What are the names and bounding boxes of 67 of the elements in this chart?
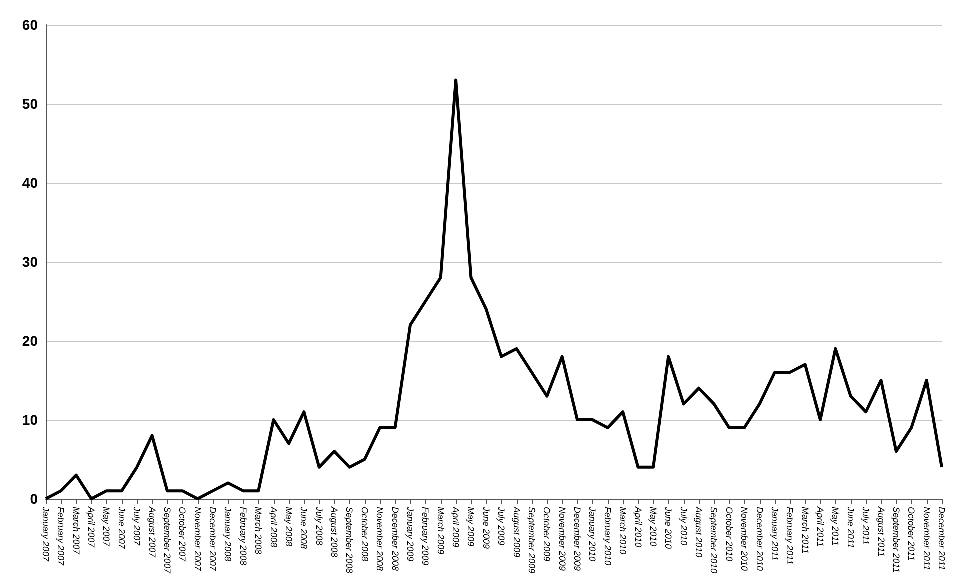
x-tick-label: December 2010: [754, 507, 765, 572]
x-tick-label: November 2008: [375, 507, 386, 572]
x-tick-label: January 2007: [41, 506, 51, 563]
y-tick-label: 50: [22, 96, 38, 112]
x-tick-label: August 2009: [512, 506, 522, 558]
x-tick-label: May 2011: [830, 507, 841, 546]
x-tick-label: April 2007: [86, 506, 97, 549]
x-tick-label: October 2008: [360, 507, 370, 562]
y-tick-label: 0: [30, 491, 38, 507]
y-tick-label: 40: [22, 175, 38, 191]
x-tick-label: June 2009: [481, 506, 492, 550]
x-tick-label: January 2008: [223, 506, 234, 562]
x-tick-label: May 2009: [466, 507, 476, 547]
x-tick-label: July 2008: [314, 506, 324, 546]
x-tick-label: December 2011: [937, 507, 947, 570]
x-tick-label: August 2010: [694, 506, 704, 558]
x-tick-label: October 2007: [178, 507, 188, 563]
x-tick-label: December 2008: [390, 507, 400, 572]
x-tick-label: March 2007: [71, 507, 82, 556]
x-tick-label: May 2007: [102, 507, 112, 548]
y-tick-label: 60: [22, 17, 38, 33]
x-tick-label: July 2011: [861, 506, 872, 545]
y-tick-label: 30: [22, 254, 38, 270]
x-tick-label: August 2011: [876, 506, 886, 557]
x-tick-label: April 2011: [816, 506, 826, 547]
x-tick-label: December 2009: [572, 507, 583, 572]
x-tick-label: October 2011: [906, 507, 917, 561]
x-tick-label: February 2011: [785, 507, 796, 565]
x-tick-label: April 2009: [451, 506, 462, 548]
x-tick-label: June 2008: [299, 506, 310, 550]
x-tick-label: February 2008: [238, 507, 248, 566]
x-tick-label: May 2010: [648, 507, 658, 547]
x-tick-label: November 2011: [922, 507, 932, 570]
x-tick-label: February 2009: [420, 507, 431, 566]
x-tick-label: November 2009: [557, 507, 568, 572]
y-tick-label: 10: [22, 412, 38, 428]
x-tick-label: August 2007: [147, 506, 158, 559]
x-tick-label: November 2007: [192, 507, 203, 572]
x-tick-label: July 2009: [496, 506, 507, 546]
x-tick-label: July 2007: [132, 506, 142, 547]
x-tick-label: April 2008: [268, 506, 279, 548]
x-tick-label: March 2009: [436, 507, 446, 555]
x-tick-label: March 2011: [800, 507, 810, 554]
x-tick-label: June 2007: [116, 506, 127, 550]
x-tick-label: January 2010: [588, 506, 598, 562]
x-tick-label: July 2010: [678, 506, 689, 546]
x-tick-label: December 2007: [208, 507, 218, 572]
x-tick-label: October 2009: [542, 507, 552, 562]
x-tick-label: August 2008: [330, 506, 340, 558]
x-tick-label: February 2007: [56, 507, 66, 567]
x-tick-label: June 2011: [846, 506, 856, 548]
x-tick-label: February 2010: [602, 507, 613, 566]
x-tick-label: November 2010: [740, 507, 750, 572]
x-tick-label: September 2009: [526, 507, 537, 574]
x-tick-label: January 2009: [405, 506, 416, 562]
x-tick-label: September 2007: [162, 507, 172, 575]
x-tick-label: June 2010: [664, 506, 674, 550]
y-tick-label: 20: [22, 333, 38, 349]
x-tick-label: October 2010: [724, 507, 734, 562]
x-tick-label: September 2008: [344, 507, 355, 574]
x-tick-label: January 2011: [770, 506, 780, 561]
x-tick-label: September 2011: [891, 507, 902, 573]
x-tick-label: April 2010: [633, 506, 644, 548]
x-tick-label: March 2008: [254, 507, 264, 555]
x-tick-label: September 2010: [709, 507, 720, 574]
x-tick-label: March 2010: [618, 507, 628, 555]
x-tick-label: May 2008: [284, 507, 294, 547]
